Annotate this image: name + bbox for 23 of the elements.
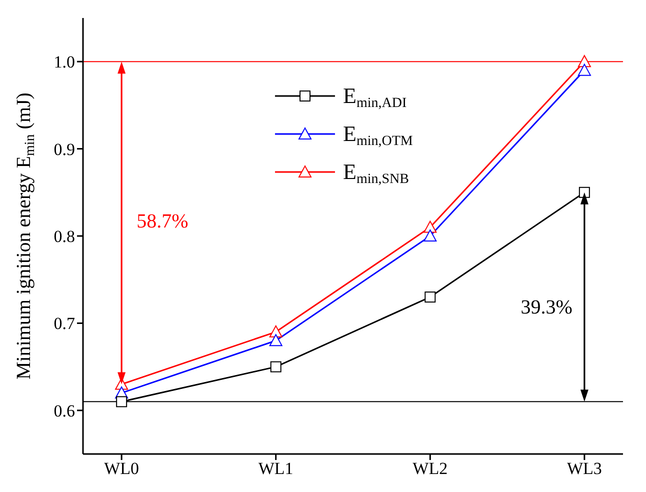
legend-label: E$_{min,OTM}$ [343,121,414,150]
point [269,334,282,346]
point [424,292,436,303]
point [578,64,591,76]
point [578,186,590,198]
point [116,396,128,408]
point [270,361,282,372]
point [424,230,437,242]
y-tick-label: 0.7 [54,314,76,334]
point [269,325,282,338]
x-tick-label: WL3 [566,459,602,478]
annotation: 39.3% [520,296,572,319]
y-tick-label: 0.8 [54,227,75,246]
annotation: 58.7% [136,210,188,233]
x-tick-label: WL1 [258,459,294,478]
y-tick-label: 0.6 [54,401,75,420]
x-tick-label: WL0 [104,459,140,478]
y-tick-label: 0.9 [54,140,75,159]
point [578,55,591,68]
x-tick-label: WL2 [412,459,448,478]
legend-label: E$_{min,SNB}$ [343,159,409,188]
y-tick-label: 1.0 [54,52,75,72]
legend-label: E$_{min,ADI}$ [343,83,407,112]
